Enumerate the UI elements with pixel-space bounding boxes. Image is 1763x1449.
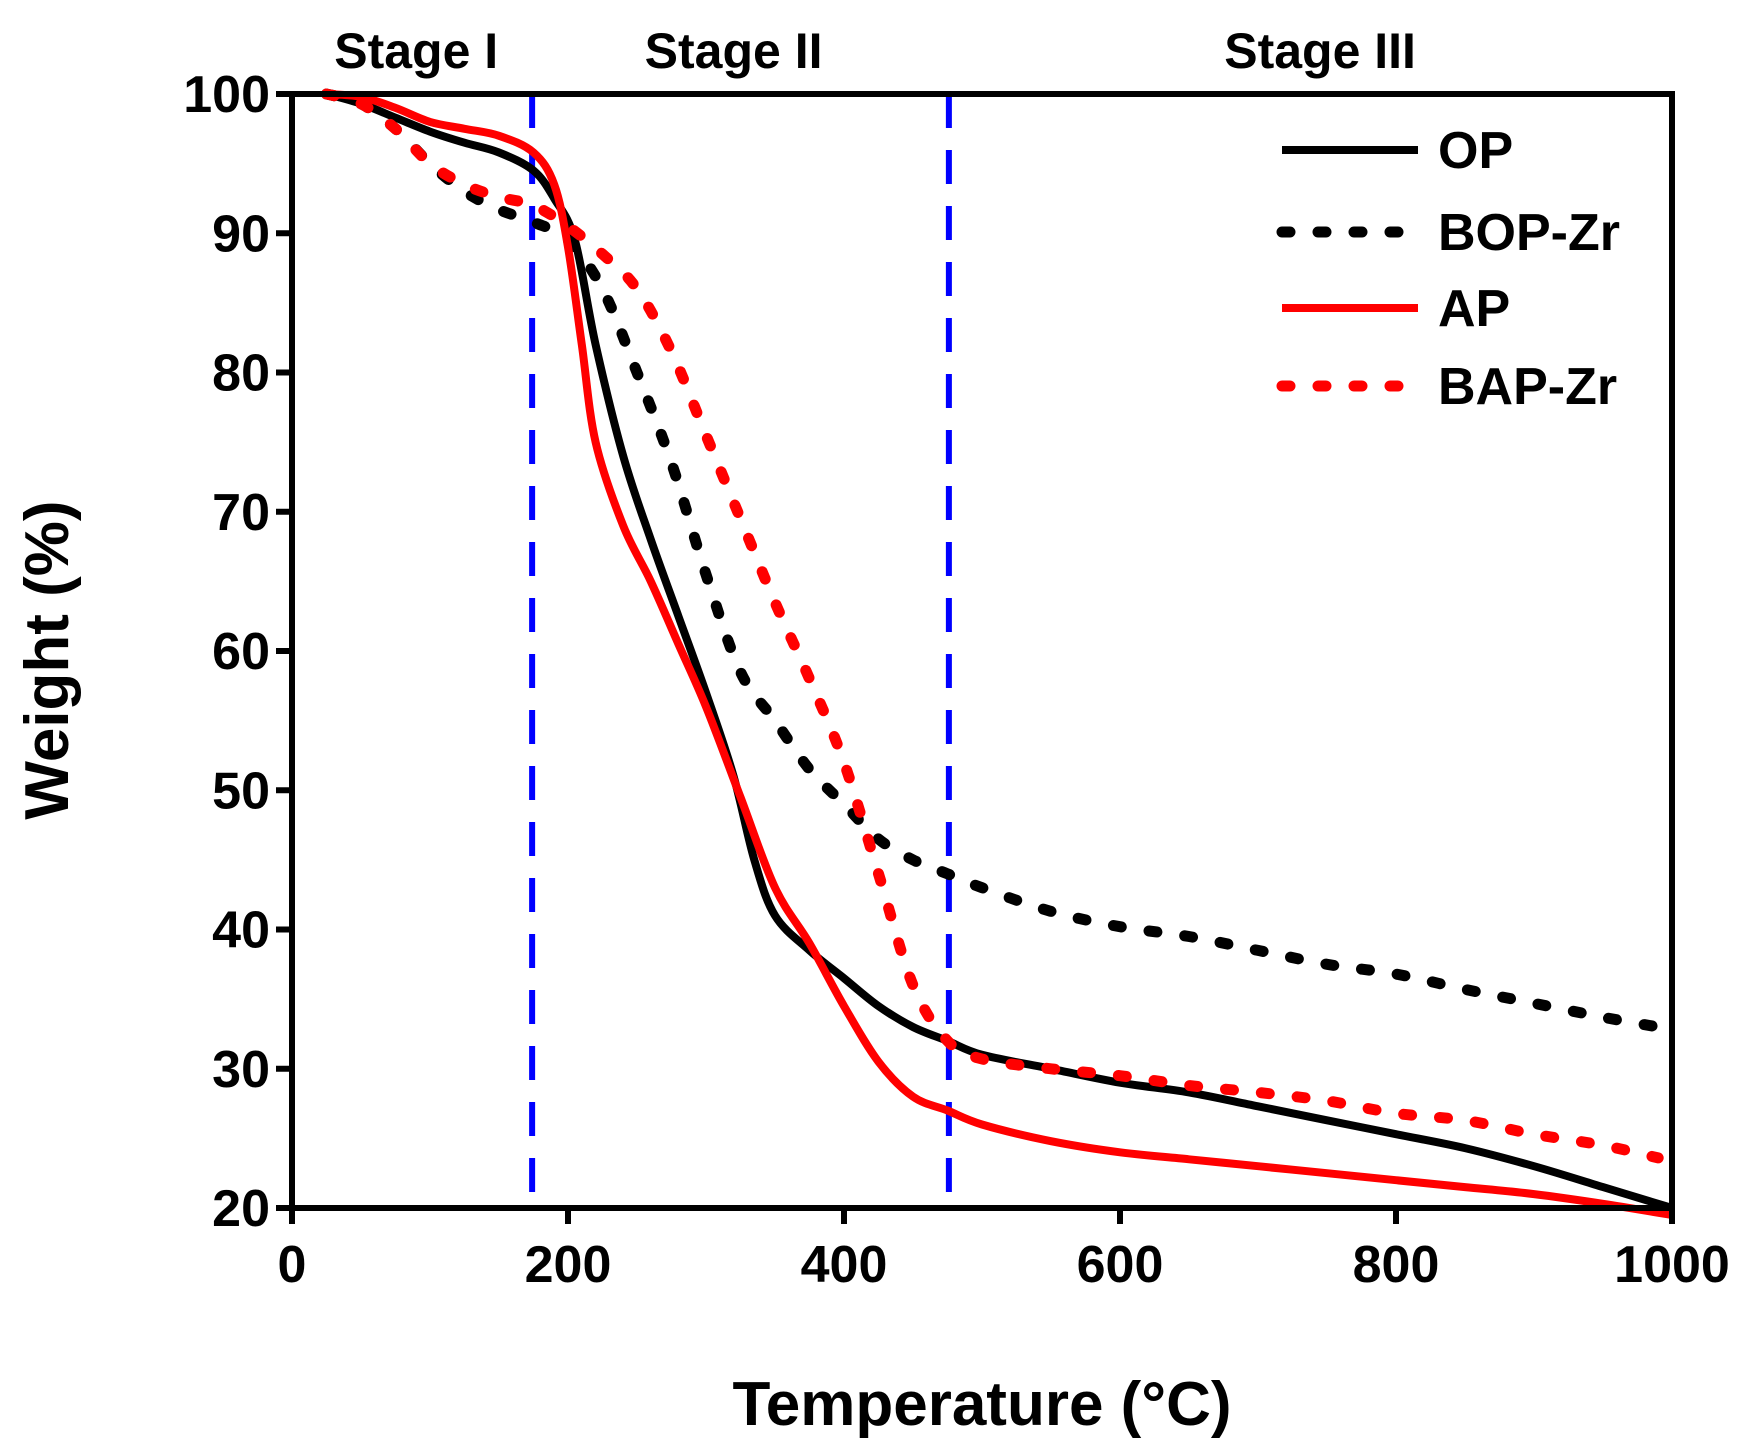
y-tick-label: 80 (212, 345, 270, 403)
x-tick-label: 0 (278, 1236, 307, 1294)
x-tick-label: 600 (1077, 1236, 1164, 1294)
y-tick-label: 100 (183, 66, 270, 124)
x-tick-label: 200 (525, 1236, 612, 1294)
legend: OP BOP-Zr AP BAP-Zr (1276, 122, 1620, 416)
series-line-bop-zr (321, 88, 1664, 1033)
y-tick-label: 50 (212, 762, 270, 820)
series-line-ap (326, 90, 1673, 1219)
legend-label: OP (1438, 122, 1513, 180)
y-axis-title: Weight (%) (13, 500, 82, 819)
legend-label: BOP-Zr (1438, 204, 1620, 262)
y-tick-label: 90 (212, 205, 270, 263)
series-line-bap-zr (321, 88, 1664, 1164)
stage-divider-layer (529, 94, 952, 1208)
x-tick-label: 400 (801, 1236, 888, 1294)
series-layer (321, 88, 1674, 1219)
legend-label: AP (1438, 280, 1510, 338)
stage-label: Stage III (1224, 23, 1416, 79)
stage-label: Stage I (334, 23, 498, 79)
x-tick-label: 1000 (1614, 1236, 1730, 1294)
x-tick-label: 800 (1353, 1236, 1440, 1294)
series-line-op (325, 90, 1674, 1212)
y-axis: 20 30 40 50 60 70 80 90 100 (183, 66, 292, 1238)
y-tick-label: 20 (212, 1180, 270, 1238)
y-tick-label: 30 (212, 1041, 270, 1099)
x-axis: 0 200 400 600 800 1000 (278, 1208, 1730, 1294)
legend-label: BAP-Zr (1438, 358, 1617, 416)
stage-label: Stage II (645, 23, 823, 79)
y-tick-label: 70 (212, 484, 270, 542)
y-tick-label: 40 (212, 902, 270, 960)
x-axis-title: Temperature (°C) (732, 1370, 1231, 1439)
y-tick-label: 60 (212, 623, 270, 681)
stage-labels: Stage I Stage II Stage III (334, 23, 1416, 79)
